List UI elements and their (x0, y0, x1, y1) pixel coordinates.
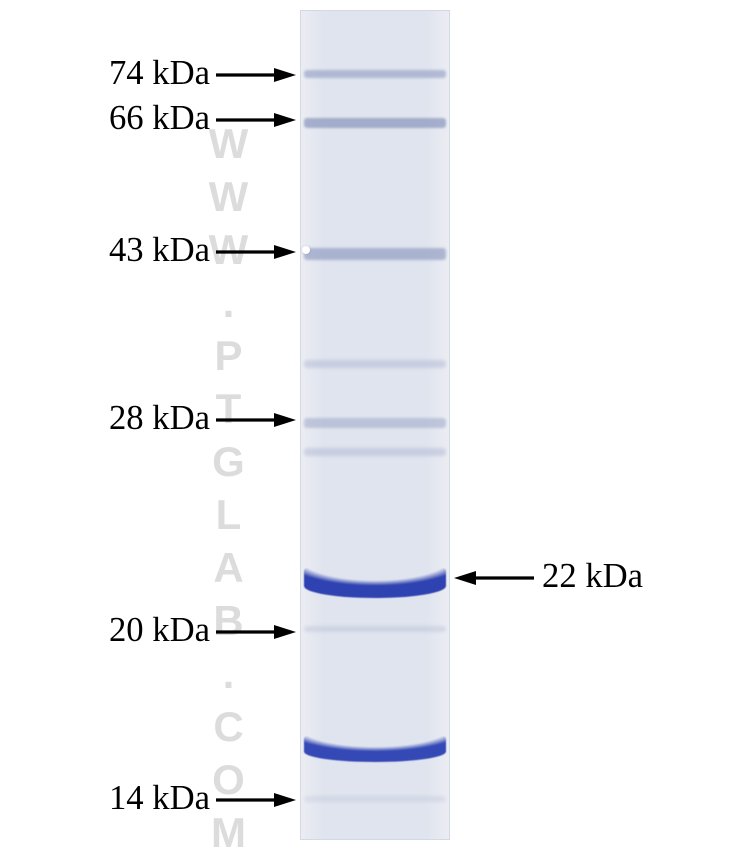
arrow-right-icon (214, 789, 298, 816)
marker-label: 43 kDa (60, 231, 210, 270)
band-15 (304, 736, 446, 762)
band-28 (304, 418, 446, 428)
band-14f (304, 796, 446, 802)
arrow-right-icon (214, 409, 298, 436)
arrow-right-icon (214, 64, 298, 91)
watermark-text: WWW.PTGLAB.COM (204, 120, 252, 862)
marker-label: 20 kDa (60, 611, 210, 650)
gel-figure: WWW.PTGLAB.COM 74 kDa 66 kDa 43 kDa 28 k… (0, 0, 740, 850)
marker-label: 66 kDa (60, 99, 210, 138)
arrow-right-icon (214, 621, 298, 648)
band-66 (304, 118, 446, 128)
marker-label: 74 kDa (60, 54, 210, 93)
band-74 (304, 70, 446, 78)
annotation-label: 22 kDa (542, 557, 643, 596)
band-43 (304, 248, 446, 260)
band-mid2 (304, 448, 446, 456)
arrow-right-icon (214, 241, 298, 268)
arrow-left-icon (452, 567, 536, 594)
artifact-dot (302, 246, 310, 254)
marker-label: 28 kDa (60, 399, 210, 438)
band-22 (304, 568, 446, 598)
arrow-right-icon (214, 109, 298, 136)
marker-label: 14 kDa (60, 779, 210, 818)
band-mid1 (304, 360, 446, 368)
band-20f (304, 626, 446, 632)
